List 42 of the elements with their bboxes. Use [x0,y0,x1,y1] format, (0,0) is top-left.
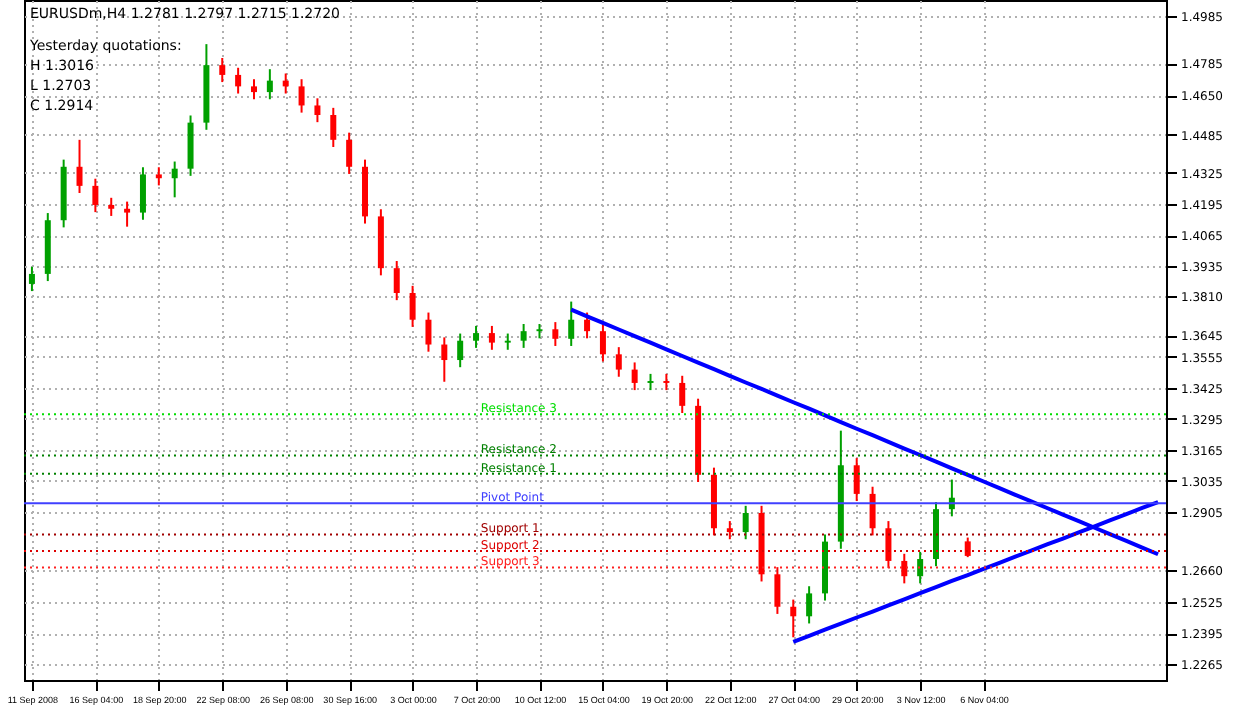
candlestick [28,265,35,293]
candlestick [488,324,495,351]
candlestick [425,311,432,353]
candlestick [806,585,813,625]
candlestick [742,504,749,541]
candlestick [552,321,559,347]
candlestick [266,68,273,101]
candlestick [92,177,99,214]
candlestick [171,160,178,199]
candlestick [409,284,416,328]
candlestick [124,200,131,228]
candlestick [679,374,686,415]
candlestick [631,361,638,392]
candlestick [584,311,591,340]
candlestick [219,56,226,84]
candlestick [774,566,781,615]
candlestick [235,66,242,95]
candlestick [790,598,797,639]
candlestick [187,114,194,177]
candlestick [615,346,622,378]
candlestick [250,78,257,101]
candlestick [76,138,83,195]
candlestick [314,97,321,124]
candlestick [726,520,733,541]
candlestick [330,106,337,148]
candlestick [473,324,480,349]
candlestick [298,78,305,114]
candlestick [108,196,115,217]
candlestick [869,485,876,537]
candlestick [457,332,464,369]
candlestick [155,166,162,187]
candlestick [441,336,448,383]
candlestick [901,552,908,585]
candlestick [346,131,353,175]
candlestick [139,166,146,221]
candlestick [393,260,400,302]
candlestick [520,323,527,349]
candlestick [599,323,606,363]
candlestick [568,300,575,347]
candlestick [917,550,924,585]
candlestick [853,457,860,503]
candlestick [885,520,892,570]
